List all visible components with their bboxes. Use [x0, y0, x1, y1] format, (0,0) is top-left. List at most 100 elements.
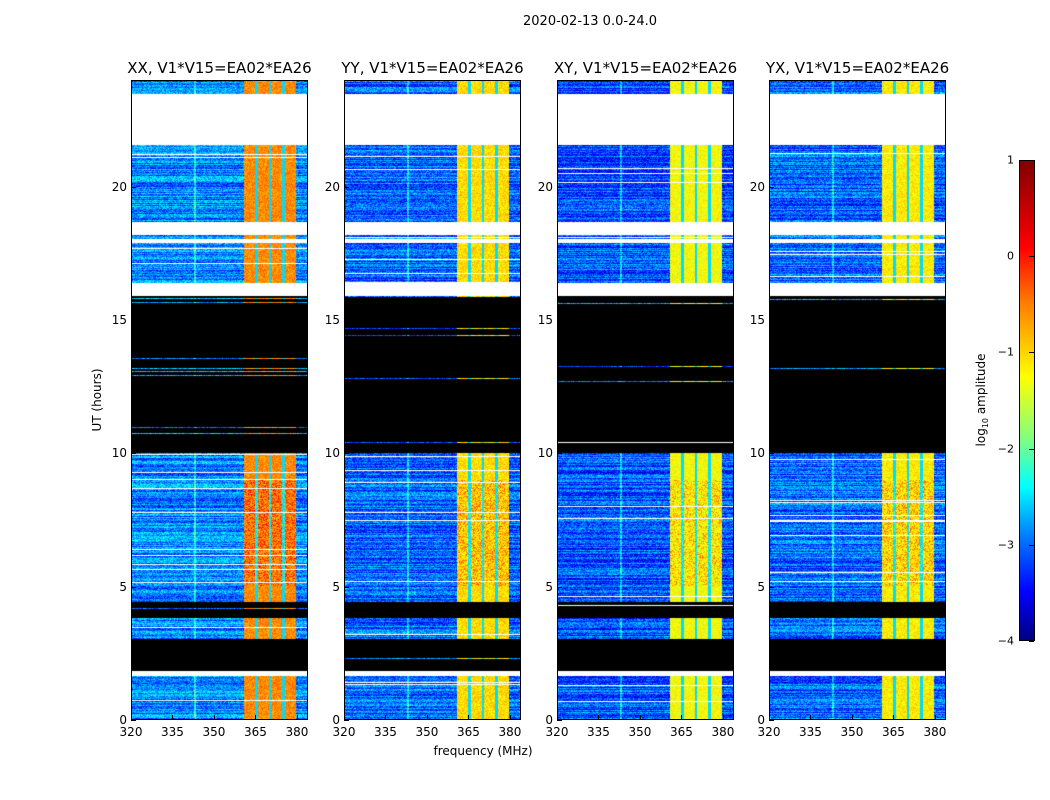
y-tick-label: 5 — [545, 579, 553, 594]
y-tick-label: 5 — [119, 579, 127, 594]
x-tick-mark — [681, 715, 683, 720]
heatmap-image — [132, 81, 307, 719]
y-tick-label: 5 — [757, 579, 765, 594]
x-tick-label: 380 — [285, 725, 309, 739]
colorbar-tick-mark — [1029, 352, 1034, 354]
x-tick-mark — [639, 715, 641, 720]
colorbar-tick-mark — [1029, 641, 1034, 642]
y-tick-mark — [769, 320, 774, 321]
y-tick-mark — [769, 186, 774, 188]
colorbar-label: log10 amplitude — [973, 353, 991, 447]
x-tick-label: 365 — [457, 725, 480, 739]
figure-title: 2020-02-13 0.0-24.0 — [523, 14, 657, 29]
y-tick-mark — [557, 186, 562, 188]
x-tick-mark — [851, 715, 853, 720]
x-tick-mark — [509, 715, 511, 720]
heatmap-panel — [769, 80, 946, 720]
x-tick-mark — [255, 715, 257, 720]
y-tick-label: 10 — [537, 446, 553, 461]
y-tick-mark — [769, 453, 774, 455]
x-tick-mark — [934, 715, 936, 720]
y-tick-label: 20 — [749, 179, 765, 194]
x-tick-mark — [344, 715, 345, 720]
y-tick-mark — [769, 586, 774, 588]
x-tick-mark — [769, 715, 770, 720]
y-tick-label: 5 — [332, 579, 340, 594]
y-tick-mark — [131, 586, 136, 588]
y-tick-mark — [131, 453, 136, 455]
y-tick-label: 0 — [119, 713, 127, 727]
colorbar-tick-mark — [1029, 448, 1034, 450]
y-tick-mark — [131, 720, 136, 721]
y-tick-mark — [557, 453, 562, 455]
panel-title: YY, V1*V15=EA02*EA26 — [341, 59, 524, 77]
x-tick-mark — [213, 715, 215, 720]
heatmap-image — [558, 81, 733, 719]
x-tick-label: 320 — [545, 725, 569, 739]
panel-title: XY, V1*V15=EA02*EA26 — [553, 59, 738, 77]
colorbar-tick-label: −4 — [997, 634, 1014, 648]
x-tick-label: 365 — [670, 725, 693, 739]
y-tick-label: 0 — [757, 713, 765, 727]
x-tick-mark — [810, 715, 812, 720]
x-tick-mark — [557, 715, 558, 720]
x-tick-label: 320 — [332, 725, 356, 739]
x-axis-label: frequency (MHz) — [433, 744, 533, 758]
y-tick-mark — [344, 586, 349, 588]
x-tick-label: 335 — [799, 725, 822, 739]
panel-title: YX, V1*V15=EA02*EA26 — [765, 59, 950, 77]
y-tick-label: 20 — [324, 179, 340, 194]
y-tick-mark — [344, 186, 349, 188]
x-tick-mark — [172, 715, 174, 720]
y-tick-label: 10 — [111, 446, 127, 461]
y-tick-mark — [131, 320, 136, 321]
x-tick-label: 335 — [374, 725, 397, 739]
y-tick-mark — [344, 453, 349, 455]
y-tick-mark — [557, 720, 562, 721]
colorbar-tick-mark — [1029, 544, 1034, 546]
y-tick-mark — [557, 320, 562, 321]
y-tick-label: 10 — [324, 446, 340, 461]
y-tick-label: 15 — [537, 313, 553, 327]
y-tick-mark — [131, 186, 136, 188]
x-tick-label: 335 — [587, 725, 610, 739]
x-tick-label: 350 — [415, 725, 439, 739]
x-tick-label: 320 — [119, 725, 143, 739]
x-tick-mark — [598, 715, 600, 720]
x-tick-label: 380 — [498, 725, 522, 739]
colorbar-tick-mark — [1029, 256, 1034, 258]
x-tick-mark — [468, 715, 470, 720]
y-tick-label: 0 — [545, 713, 553, 727]
heatmap-panel — [131, 80, 308, 720]
colorbar-tick-label: −3 — [997, 538, 1014, 552]
y-tick-label: 10 — [749, 446, 765, 461]
y-tick-label: 20 — [537, 179, 553, 194]
x-tick-mark — [893, 715, 895, 720]
colorbar-tick-label: 0 — [1007, 249, 1014, 263]
x-tick-label: 350 — [840, 725, 864, 739]
colorbar — [1019, 160, 1035, 641]
x-tick-label: 350 — [628, 725, 652, 739]
x-tick-label: 380 — [711, 725, 735, 739]
y-tick-label: 15 — [749, 313, 765, 327]
x-tick-label: 380 — [923, 725, 947, 739]
x-tick-mark — [131, 715, 132, 720]
x-tick-label: 335 — [161, 725, 184, 739]
y-tick-mark — [344, 320, 349, 321]
x-tick-mark — [722, 715, 724, 720]
y-axis-label: UT (hours) — [90, 368, 104, 432]
heatmap-panel — [557, 80, 734, 720]
colorbar-tick-mark — [1029, 160, 1034, 161]
heatmap-panel — [344, 80, 521, 720]
y-tick-label: 15 — [111, 313, 127, 327]
y-tick-mark — [769, 720, 774, 721]
colorbar-tick-label: 1 — [1007, 153, 1014, 167]
y-tick-label: 20 — [111, 179, 127, 194]
x-tick-mark — [426, 715, 428, 720]
y-tick-label: 15 — [324, 313, 340, 327]
x-tick-label: 365 — [882, 725, 905, 739]
colorbar-tick-label: −2 — [997, 442, 1014, 456]
x-tick-label: 350 — [202, 725, 226, 739]
x-tick-mark — [296, 715, 298, 720]
